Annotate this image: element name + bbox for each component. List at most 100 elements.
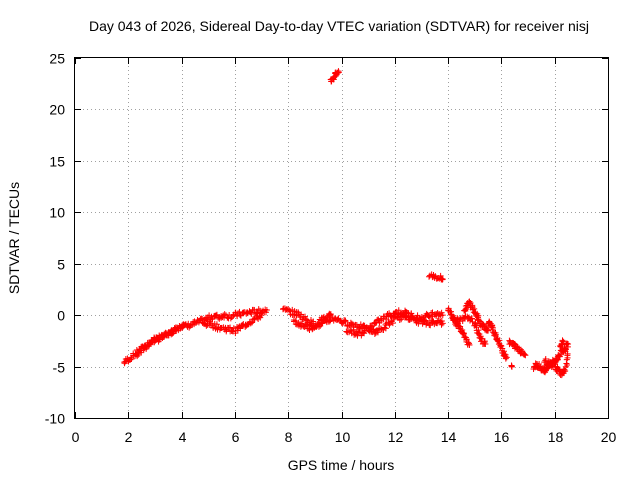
data-point [355, 324, 362, 331]
data-point [503, 354, 510, 361]
data-point [334, 316, 341, 323]
data-point [439, 320, 446, 327]
data-point [495, 338, 502, 345]
data-point [475, 327, 482, 334]
x-tick-label: 16 [494, 429, 510, 445]
x-tick-label: 14 [441, 429, 457, 445]
x-tick-label: 8 [285, 429, 293, 445]
data-point [414, 312, 421, 319]
data-point [350, 326, 357, 333]
data-point [227, 315, 234, 322]
x-tick-label: 2 [125, 429, 133, 445]
y-tick-label: 10 [49, 205, 65, 221]
y-tick-label: 0 [57, 308, 65, 324]
data-point [420, 316, 427, 323]
data-point [447, 308, 454, 315]
data-point [477, 333, 484, 340]
data-point [154, 335, 161, 342]
data-point [426, 314, 433, 321]
data-point [237, 325, 244, 332]
x-tick-label: 4 [179, 429, 187, 445]
y-tick-label: -5 [53, 360, 66, 376]
data-point [564, 352, 571, 359]
series-arc-e [290, 310, 334, 334]
data-point [408, 310, 415, 317]
data-point [138, 349, 145, 356]
data-point [316, 321, 323, 328]
data-point [463, 336, 470, 343]
y-tick-label: 25 [49, 51, 65, 67]
series-arc-m [506, 337, 529, 359]
data-point [439, 276, 446, 283]
data-point [213, 311, 220, 318]
data-point [348, 320, 355, 327]
grid [75, 58, 608, 418]
x-axis-title: GPS time / hours [288, 457, 395, 473]
data-point [134, 353, 141, 360]
data-point [135, 350, 142, 357]
data-point [562, 348, 569, 355]
series-arc-n [508, 362, 515, 370]
data-point [564, 361, 571, 368]
data-point [203, 322, 210, 329]
x-tick-label: 20 [601, 429, 617, 445]
data-point [563, 340, 570, 347]
data-point [381, 324, 388, 331]
data-point [508, 362, 515, 369]
chart-title: Day 043 of 2026, Sidereal Day-to-day VTE… [89, 18, 589, 34]
data-point [181, 322, 188, 329]
data-points [121, 68, 572, 379]
data-point [263, 307, 270, 313]
series-arc-l [485, 318, 510, 362]
data-point [180, 321, 187, 328]
data-point [522, 352, 529, 359]
data-point [448, 311, 455, 318]
y-tick-label: -10 [45, 411, 65, 427]
data-point [326, 318, 333, 325]
data-point [339, 320, 346, 327]
data-point [389, 320, 396, 327]
series-arc-k [450, 313, 489, 347]
plot-frame [74, 57, 609, 419]
y-axis-title: SDTVAR / TECUs [6, 182, 22, 294]
x-tick-label: 0 [72, 429, 80, 445]
data-point [395, 307, 402, 314]
data-point [468, 315, 475, 322]
data-point [303, 321, 310, 328]
data-point [482, 340, 489, 347]
axis-ticks [75, 58, 609, 419]
x-tick-label: 6 [232, 429, 240, 445]
data-point [502, 355, 509, 362]
series-arc-p [541, 337, 571, 379]
data-point [439, 312, 446, 319]
tick-labels: 0 2 4 6 8 10 12 14 16 18 20 -10 -5 0 5 10 15 20 25 [45, 51, 617, 446]
data-point [306, 327, 313, 334]
data-point [497, 342, 504, 349]
series-arc-g [327, 68, 342, 85]
data-point [374, 329, 381, 336]
data-point [247, 320, 254, 327]
series-arc-i [445, 305, 473, 348]
data-point [342, 318, 349, 325]
data-point [366, 327, 373, 334]
y-tick-label: 5 [57, 257, 65, 273]
series-arc-b [132, 321, 188, 360]
data-point [557, 343, 564, 350]
y-tick-label: 15 [49, 154, 65, 170]
data-point [303, 316, 310, 323]
x-tick-label: 12 [388, 429, 404, 445]
data-point [335, 69, 342, 76]
data-point [469, 306, 476, 313]
data-point [565, 340, 572, 347]
x-tick-label: 18 [548, 429, 564, 445]
data-point [382, 325, 389, 332]
data-point [466, 341, 473, 348]
data-point [463, 305, 470, 312]
data-point [258, 312, 265, 319]
data-point [485, 327, 492, 334]
series-arc-j [461, 298, 492, 334]
series-arc-c [199, 312, 265, 337]
y-tick-label: 20 [49, 102, 65, 118]
data-point [542, 355, 549, 362]
